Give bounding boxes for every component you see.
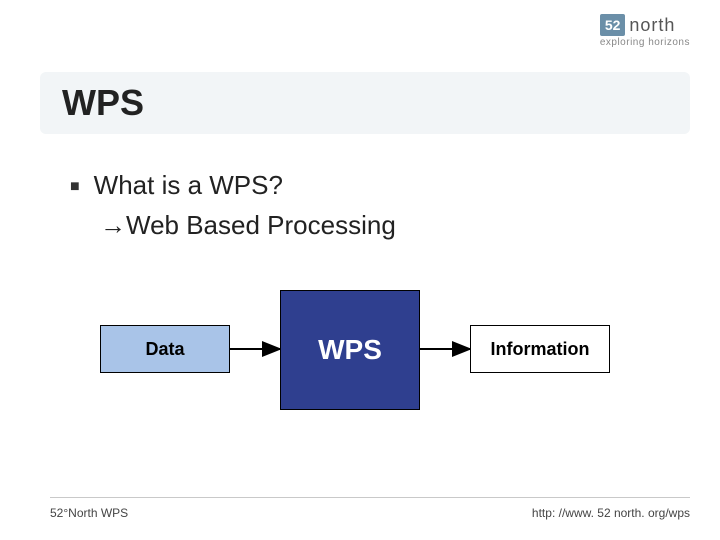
footer-right: http: //www. 52 north. org/wps <box>532 506 690 520</box>
slide-title: WPS <box>62 82 668 124</box>
slide-content: ■ What is a WPS? →Web Based Processing <box>70 170 680 241</box>
brand-badge: 52 <box>600 14 626 36</box>
node-info: Information <box>470 325 610 373</box>
bullet-line-2: →Web Based Processing <box>100 210 680 241</box>
node-data: Data <box>100 325 230 373</box>
bullet-line-1: ■ What is a WPS? <box>70 170 680 204</box>
node-wps: WPS <box>280 290 420 410</box>
bullet-answer: Web Based Processing <box>126 210 396 240</box>
footer-left: 52°North WPS <box>50 506 128 520</box>
slide-title-bar: WPS <box>40 72 690 134</box>
slide-footer: 52°North WPS http: //www. 52 north. org/… <box>50 506 690 520</box>
bullet-question: What is a WPS? <box>94 170 283 201</box>
bullet-marker: ■ <box>70 170 80 204</box>
brand-logo: 52 north exploring horizons <box>600 14 690 48</box>
brand-word: north <box>629 15 675 36</box>
brand-logo-main: 52 north <box>600 14 690 36</box>
footer-divider <box>50 497 690 498</box>
flow-diagram: Data WPS Information <box>0 290 720 460</box>
brand-tagline: exploring horizons <box>600 37 690 48</box>
arrow-icon: → <box>100 210 126 240</box>
